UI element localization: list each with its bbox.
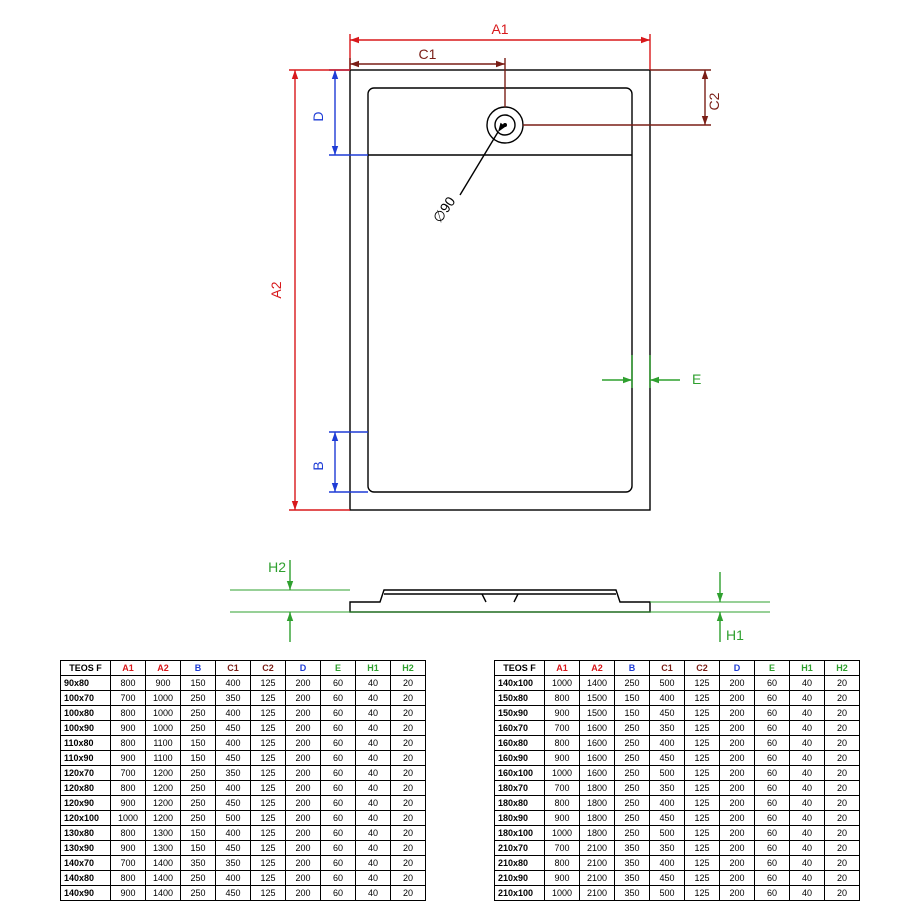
table-row: 210x909002100350450125200604020 [495,871,860,886]
col-header: A2 [146,661,181,676]
table-row: 150x808001500150400125200604020 [495,691,860,706]
table-row: 180x808001800250400125200604020 [495,796,860,811]
svg-text:H2: H2 [268,559,286,575]
svg-text:H1: H1 [726,627,744,643]
table-row: 180x707001800250350125200604020 [495,781,860,796]
table-row: 210x10010002100350500125200604020 [495,886,860,901]
col-header: C2 [685,661,720,676]
table-row: 150x909001500150450125200604020 [495,706,860,721]
technical-drawing: A1 C1 C2 D A2 B E ∅90 H2 H1 [0,0,900,660]
col-header: TEOS F [61,661,111,676]
table-row: 120x909001200250450125200604020 [61,796,426,811]
svg-text:A2: A2 [268,281,284,298]
table-row: 160x707001600250350125200604020 [495,721,860,736]
dimension-table-left: TEOS FA1A2BC1C2DEH1H290x8080090015040012… [60,660,426,901]
col-header: A1 [111,661,146,676]
col-header: H2 [825,661,860,676]
svg-text:C1: C1 [419,46,437,62]
svg-text:C2: C2 [706,92,722,110]
col-header: C1 [650,661,685,676]
table-row: 140x909001400250450125200604020 [61,886,426,901]
table-row: 90x80800900150400125200604020 [61,676,426,691]
col-header: A2 [580,661,615,676]
svg-text:∅90: ∅90 [429,193,458,225]
table-row: 100x808001000250400125200604020 [61,706,426,721]
table-row: 160x10010001600250500125200604020 [495,766,860,781]
table-row: 100x909001000250450125200604020 [61,721,426,736]
table-row: 120x707001200250350125200604020 [61,766,426,781]
col-header: H1 [790,661,825,676]
table-row: 130x808001300150400125200604020 [61,826,426,841]
table-row: 120x10010001200250500125200604020 [61,811,426,826]
col-header: E [755,661,790,676]
col-header: D [286,661,321,676]
svg-text:E: E [692,371,701,387]
table-row: 140x707001400350350125200604020 [61,856,426,871]
dimension-table-right: TEOS FA1A2BC1C2DEH1H2140x100100014002505… [494,660,860,901]
col-header: H1 [356,661,391,676]
svg-text:A1: A1 [491,21,508,37]
table-row: 210x808002100350400125200604020 [495,856,860,871]
table-row: 100x707001000250350125200604020 [61,691,426,706]
table-row: 120x808001200250400125200604020 [61,781,426,796]
table-row: 180x10010001800250500125200604020 [495,826,860,841]
svg-text:D: D [310,111,326,121]
col-header: D [720,661,755,676]
table-row: 210x707002100350350125200604020 [495,841,860,856]
col-header: C1 [216,661,251,676]
col-header: C2 [251,661,286,676]
table-row: 110x909001100150450125200604020 [61,751,426,766]
col-header: B [615,661,650,676]
col-header: A1 [545,661,580,676]
table-row: 140x10010001400250500125200604020 [495,676,860,691]
col-header: H2 [391,661,426,676]
table-row: 180x909001800250450125200604020 [495,811,860,826]
col-header: B [181,661,216,676]
table-row: 160x808001600250400125200604020 [495,736,860,751]
table-row: 160x909001600250450125200604020 [495,751,860,766]
table-row: 130x909001300150450125200604020 [61,841,426,856]
col-header: TEOS F [495,661,545,676]
table-row: 140x808001400250400125200604020 [61,871,426,886]
table-row: 110x808001100150400125200604020 [61,736,426,751]
dimension-tables: TEOS FA1A2BC1C2DEH1H290x8080090015040012… [60,660,860,901]
svg-text:B: B [310,461,326,470]
col-header: E [321,661,356,676]
